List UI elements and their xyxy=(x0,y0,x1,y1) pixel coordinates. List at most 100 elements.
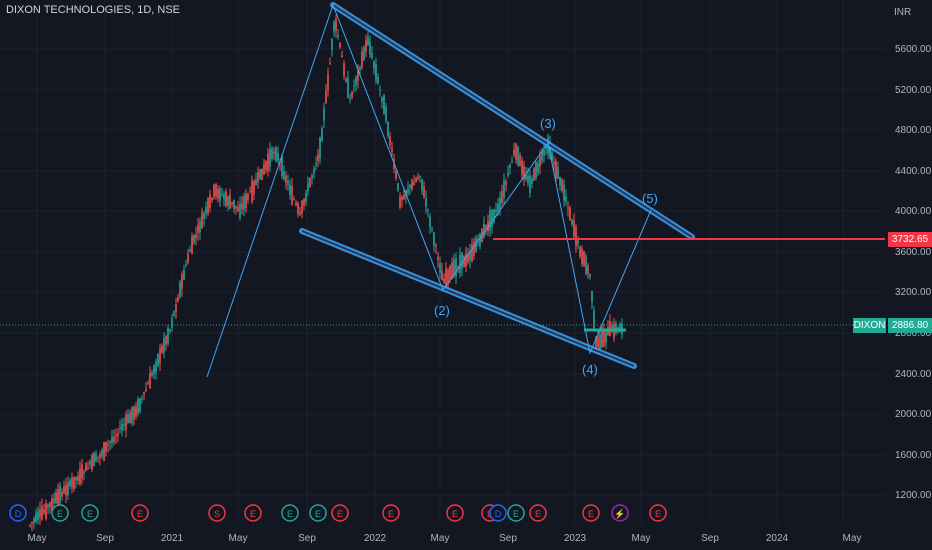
candle-body xyxy=(177,297,179,302)
candle-body xyxy=(35,512,37,522)
price-tick: 5600.00 xyxy=(895,44,932,55)
event-icons[interactable]: DEEESEEEEEEEDEEE⚡E xyxy=(9,504,667,522)
falling-wedge-lower[interactable] xyxy=(299,228,637,369)
candle-body xyxy=(521,160,523,175)
candle-body xyxy=(601,330,603,347)
candle-body xyxy=(575,226,577,247)
earnings-icon[interactable]: E xyxy=(309,504,327,522)
candle-body xyxy=(413,182,415,186)
candle-body xyxy=(55,492,57,504)
earnings-icon[interactable]: E xyxy=(446,504,464,522)
candle-body xyxy=(399,195,401,208)
candle-body xyxy=(61,491,63,497)
candle-body xyxy=(33,518,35,523)
candle-body xyxy=(315,163,317,165)
candle-body xyxy=(593,310,595,331)
candle-body xyxy=(231,201,233,204)
last-price-badge: 2886.80 xyxy=(888,318,932,333)
split-icon[interactable]: S xyxy=(208,504,226,522)
candle-body xyxy=(215,183,217,197)
candle-body xyxy=(531,179,533,185)
candle-body xyxy=(325,90,327,103)
candle-body xyxy=(493,209,495,223)
candle-body xyxy=(589,274,591,277)
candle-body xyxy=(81,464,83,479)
candle-body xyxy=(581,248,583,265)
candle-body xyxy=(513,149,515,156)
candle-body xyxy=(569,207,571,221)
candle-body xyxy=(295,202,297,206)
candle-body xyxy=(553,161,555,165)
candle-body xyxy=(411,180,413,189)
candle-body xyxy=(107,443,109,446)
earnings-icon[interactable]: E xyxy=(331,504,349,522)
candle-body xyxy=(97,456,99,458)
candle-body xyxy=(155,361,157,372)
candle-body xyxy=(425,198,427,207)
svg-text:E: E xyxy=(513,509,519,519)
earnings-icon[interactable]: E xyxy=(281,504,299,522)
time-axis[interactable]: May Sep 2021 May Sep 2022 May Sep 2023 M… xyxy=(28,533,862,544)
dividend-icon[interactable]: D xyxy=(489,504,507,522)
candle-body xyxy=(185,263,187,266)
candle-body xyxy=(361,51,363,68)
candle-body xyxy=(121,423,123,431)
candle-body xyxy=(313,168,315,174)
candle-body xyxy=(89,461,91,465)
candle-body xyxy=(343,63,345,77)
candle-body xyxy=(515,143,517,160)
candle-body xyxy=(145,389,147,392)
price-axis[interactable]: 5600.00 5200.00 4800.00 4400.00 4000.00 … xyxy=(895,44,932,501)
earnings-icon[interactable]: E xyxy=(244,504,262,522)
symbol-badge: DIXON xyxy=(853,318,886,333)
candle-body xyxy=(453,259,455,277)
candle-body xyxy=(75,476,77,481)
candlestick-series xyxy=(29,15,623,532)
candle-body xyxy=(47,504,49,508)
candle-body xyxy=(583,251,585,267)
earnings-icon[interactable]: E xyxy=(382,504,400,522)
time-label: 2022 xyxy=(364,533,387,544)
candle-body xyxy=(179,281,181,297)
earnings-icon[interactable]: E xyxy=(81,504,99,522)
dividend-icon[interactable]: D xyxy=(9,504,27,522)
candle-body xyxy=(617,327,619,329)
earnings-icon[interactable]: E xyxy=(582,504,600,522)
candle-body xyxy=(63,486,65,494)
candle-body xyxy=(73,476,75,489)
candle-body xyxy=(417,177,419,180)
earnings-icon[interactable]: E xyxy=(131,504,149,522)
symbol-title[interactable]: DIXON TECHNOLOGIES, 1D, NSE xyxy=(6,4,181,16)
candle-body xyxy=(133,406,135,420)
earnings-icon[interactable]: E xyxy=(51,504,69,522)
candle-body xyxy=(587,265,589,274)
candle-body xyxy=(219,188,221,202)
candle-body xyxy=(245,193,247,209)
candle-body xyxy=(373,61,375,69)
time-label: May xyxy=(632,533,651,544)
candle-body xyxy=(151,372,153,376)
dividend-lightning-icon[interactable]: ⚡ xyxy=(611,504,629,522)
candle-body xyxy=(217,189,219,199)
candle-body xyxy=(579,246,581,257)
price-tick: 1200.00 xyxy=(895,490,932,501)
candle-body xyxy=(555,161,557,179)
candle-body xyxy=(447,269,449,285)
candle-body xyxy=(161,345,163,353)
earnings-icon[interactable]: E xyxy=(507,504,525,522)
earnings-icon[interactable]: E xyxy=(649,504,667,522)
candle-body xyxy=(351,92,353,98)
candle-body xyxy=(273,151,275,154)
falling-wedge-upper[interactable] xyxy=(330,2,695,240)
candle-body xyxy=(535,161,537,179)
candle-body xyxy=(239,204,241,219)
earnings-icon[interactable]: E xyxy=(529,504,547,522)
candle-body xyxy=(437,256,439,261)
elliott-wave-path[interactable] xyxy=(206,3,652,378)
candle-body xyxy=(323,108,325,121)
candle-body xyxy=(109,441,111,444)
svg-text:E: E xyxy=(315,509,321,519)
candle-body xyxy=(277,153,279,161)
candle-body xyxy=(465,252,467,267)
